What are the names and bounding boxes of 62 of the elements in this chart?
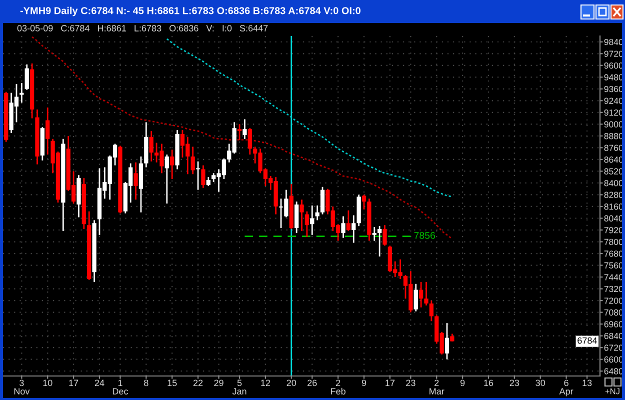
annotation: 6784 bbox=[578, 337, 597, 344]
x-tick-label: 10 bbox=[43, 380, 52, 386]
x-tick-label: 6 Apr bbox=[559, 380, 574, 396]
candlestick bbox=[414, 283, 418, 312]
candlestick bbox=[190, 146, 195, 175]
candlestick bbox=[164, 154, 169, 204]
candlestick bbox=[377, 225, 382, 258]
candlestick bbox=[248, 127, 252, 156]
candlestick bbox=[304, 210, 310, 238]
candlestick bbox=[372, 226, 376, 242]
x-tick-label: 13 bbox=[582, 380, 592, 386]
x-tick-label: 8 bbox=[144, 380, 148, 386]
x-tick-label: 22 bbox=[193, 380, 203, 386]
line-series bbox=[166, 38, 453, 198]
chart-title: -YMH9 Daily C:6784 N:- 45 H:6861 L:6783 O:6836 B:6783 A:6784 V:0 OI:0 bbox=[20, 6, 360, 16]
candlestick bbox=[382, 224, 387, 246]
candlestick bbox=[134, 162, 138, 200]
candlestick bbox=[149, 130, 154, 162]
candlestick bbox=[294, 200, 299, 234]
x-tick-label: 23 bbox=[406, 380, 416, 386]
candlestick bbox=[444, 322, 450, 360]
candlestick bbox=[341, 216, 346, 239]
candlestick bbox=[170, 148, 174, 180]
candlestick bbox=[201, 164, 206, 189]
candlestick bbox=[46, 106, 50, 156]
candlestick bbox=[362, 194, 366, 210]
x-tick-label: 16 bbox=[484, 380, 494, 386]
x-tick-label: 20 bbox=[286, 380, 296, 386]
candlestick bbox=[424, 281, 428, 306]
line-series bbox=[31, 36, 453, 240]
x-tick-label: 23 bbox=[510, 380, 520, 386]
candlestick bbox=[315, 204, 320, 221]
x-tick-label: 17 bbox=[69, 380, 78, 386]
candlestick bbox=[429, 300, 434, 322]
candlestick bbox=[346, 210, 351, 232]
x-tick-label: 3 Nov bbox=[14, 380, 30, 395]
x-tick-label: 15 bbox=[168, 380, 177, 386]
candlestick bbox=[352, 214, 356, 244]
x-tick-label: 26 bbox=[308, 380, 317, 386]
x-tick-label: 9 bbox=[460, 380, 465, 386]
candlestick bbox=[320, 186, 325, 216]
x-tick-label: 24 bbox=[94, 380, 104, 386]
candlestick bbox=[310, 204, 314, 236]
candlestick bbox=[20, 82, 24, 104]
candlestick bbox=[418, 281, 424, 308]
candlestick bbox=[196, 160, 200, 191]
x-tick-label: 9 bbox=[362, 380, 366, 386]
chart-subtitle: 03-05-09 C:6784 H:6861 L:6783 O:6836 V: I:0 S:6447 bbox=[17, 25, 268, 32]
x-tick-label: 17 bbox=[386, 380, 395, 386]
candlestick bbox=[24, 64, 29, 91]
text: +NJ bbox=[605, 388, 620, 394]
candlestick bbox=[300, 198, 304, 232]
candlestick bbox=[237, 123, 242, 141]
x-tick-label: 12 bbox=[261, 380, 270, 386]
x-tick-label: 30 bbox=[536, 380, 546, 386]
series-label: 7856 bbox=[414, 232, 435, 239]
x-tick-label: 2 Mar bbox=[430, 380, 444, 395]
x-tick-label: 5 Jan bbox=[232, 380, 246, 395]
x-tick-label: 1 Dec bbox=[112, 380, 128, 395]
x-tick-label: 2 Feb bbox=[331, 380, 346, 395]
candlestick bbox=[242, 118, 247, 140]
x-tick-label: 29 bbox=[214, 380, 224, 386]
